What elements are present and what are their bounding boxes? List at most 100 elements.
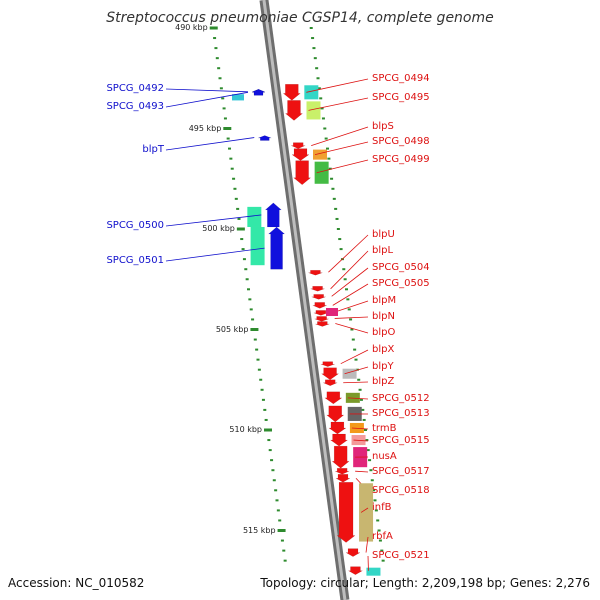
major-tick <box>264 428 272 432</box>
minor-tick <box>361 408 365 411</box>
minor-tick <box>255 348 259 351</box>
gene-arrow-reverse <box>320 361 335 367</box>
gene-leader-line <box>344 366 369 375</box>
minor-tick <box>222 107 226 110</box>
minor-tick <box>346 298 350 301</box>
gene-arrow-reverse <box>314 316 329 322</box>
minor-tick <box>260 388 264 391</box>
major-tick <box>236 227 245 231</box>
gene-label: SPCG_0501 <box>106 255 164 266</box>
gene-label: blpN <box>372 311 395 322</box>
minor-tick <box>267 439 271 442</box>
gene-arrow-reverse <box>320 367 340 381</box>
minor-tick <box>381 559 385 562</box>
minor-tick <box>251 318 255 321</box>
minor-tick <box>350 328 354 331</box>
minor-tick <box>283 559 287 562</box>
gene-arrow-reverse <box>312 302 327 309</box>
minor-tick <box>324 137 328 140</box>
gene-arrow-reverse <box>282 84 302 101</box>
minor-tick <box>376 519 380 522</box>
gene-label: SPCG_0492 <box>106 83 164 94</box>
minor-tick <box>364 429 367 431</box>
minor-tick <box>309 27 313 29</box>
gene-leader-line <box>340 349 369 365</box>
gene-label: blpM <box>372 295 397 306</box>
gene-leader-line <box>308 97 369 111</box>
minor-tick <box>320 107 324 110</box>
minor-tick <box>214 47 218 50</box>
minor-tick <box>378 539 382 542</box>
minor-tick <box>377 529 381 532</box>
kbp-label: 505 kbp <box>215 324 249 334</box>
gene-category-block <box>326 308 338 316</box>
gene-leader-line <box>355 470 369 473</box>
minor-tick <box>280 539 284 542</box>
gene-label: SPCG_0513 <box>372 408 430 419</box>
gene-leader-line <box>328 234 369 273</box>
minor-tick <box>315 67 319 70</box>
minor-tick <box>368 459 372 462</box>
major-tick <box>223 127 232 130</box>
kbp-label: 495 kbp <box>188 123 222 133</box>
minor-tick <box>264 418 268 421</box>
gene-arrow-reverse <box>326 405 345 423</box>
kbp-label: 490 kbp <box>175 23 208 32</box>
gene-label: blpZ <box>372 376 395 387</box>
genome-backbone-highlight <box>262 0 347 600</box>
minor-tick <box>339 248 343 251</box>
gene-leader-line <box>165 247 265 262</box>
gene-label: blpS <box>372 121 394 132</box>
minor-tick <box>359 398 363 401</box>
gene-label: SPCG_0517 <box>372 466 430 477</box>
gene-category-block <box>247 206 262 227</box>
topology-info: Topology: circular; Length: 2,209,198 bp… <box>260 576 590 590</box>
minor-tick <box>380 549 384 552</box>
gene-arrow-reverse <box>336 482 356 543</box>
gene-label: blpT <box>142 144 164 155</box>
gene-arrow-reverse <box>329 433 349 447</box>
minor-tick <box>245 278 249 281</box>
minor-tick <box>237 217 241 220</box>
minor-tick <box>366 449 370 452</box>
gene-label: SPCG_0500 <box>106 220 164 231</box>
accession-text: Accession: NC_010582 <box>8 576 145 590</box>
gene-arrow-forward <box>258 135 272 141</box>
gene-label: blpY <box>372 361 394 372</box>
gene-category-block <box>342 368 357 379</box>
gene-leader-line <box>365 536 369 553</box>
minor-tick <box>241 248 245 251</box>
minor-tick <box>253 338 257 341</box>
gene-arrow-forward <box>264 202 283 228</box>
minor-tick <box>218 77 222 80</box>
minor-tick <box>349 318 353 321</box>
minor-tick <box>261 398 265 401</box>
gene-category-block <box>314 161 329 184</box>
gene-category-block <box>306 101 321 120</box>
minor-tick <box>275 499 279 502</box>
gene-leader-line <box>335 323 369 334</box>
genome-title: Streptococcus pneumoniae CGSP14, complet… <box>106 10 494 26</box>
gene-arrow-reverse <box>331 445 350 469</box>
minor-tick <box>369 469 373 472</box>
gene-label: SPCG_0498 <box>372 136 430 147</box>
gene-leader-line <box>343 381 369 384</box>
gene-leader-line <box>311 126 369 146</box>
minor-tick <box>213 37 217 40</box>
gene-leader-line <box>333 300 369 313</box>
minor-tick <box>247 288 251 291</box>
minor-tick <box>215 57 219 60</box>
minor-tick <box>276 509 280 512</box>
minor-tick <box>257 368 261 371</box>
gene-label: SPCG_0504 <box>372 262 430 273</box>
kbp-label: 510 kbp <box>229 425 262 434</box>
minor-tick <box>242 258 246 261</box>
gene-label: blpX <box>372 344 395 355</box>
minor-tick <box>244 268 248 271</box>
minor-tick <box>345 288 349 291</box>
minor-tick <box>219 87 223 90</box>
gene-leader-line <box>351 427 369 430</box>
minor-tick <box>259 378 263 381</box>
gene-label: SPCG_0493 <box>106 101 164 112</box>
